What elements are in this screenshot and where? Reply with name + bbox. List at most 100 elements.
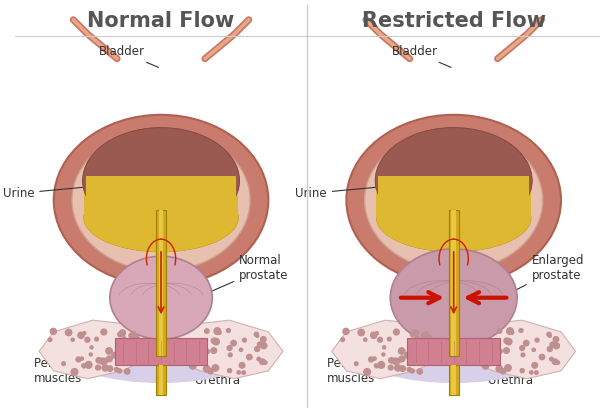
Ellipse shape	[376, 128, 532, 234]
Circle shape	[96, 358, 101, 363]
Circle shape	[200, 340, 205, 344]
Circle shape	[506, 328, 514, 335]
Bar	[449, 210, 458, 356]
Circle shape	[260, 337, 266, 342]
Circle shape	[133, 335, 139, 341]
Circle shape	[364, 338, 367, 341]
Text: Enlarged
prostate: Enlarged prostate	[513, 254, 584, 292]
Circle shape	[389, 358, 394, 363]
Circle shape	[191, 355, 196, 359]
Circle shape	[103, 358, 108, 363]
Circle shape	[78, 332, 84, 338]
Circle shape	[90, 346, 93, 349]
Circle shape	[532, 363, 538, 368]
Circle shape	[519, 329, 523, 332]
Text: Urine: Urine	[2, 186, 100, 200]
Circle shape	[89, 353, 92, 356]
Circle shape	[82, 364, 85, 367]
Circle shape	[102, 365, 109, 371]
Circle shape	[65, 329, 72, 336]
Ellipse shape	[376, 183, 531, 252]
Ellipse shape	[84, 183, 238, 252]
Circle shape	[556, 361, 560, 364]
Circle shape	[208, 368, 213, 374]
Ellipse shape	[376, 183, 531, 252]
Ellipse shape	[346, 115, 561, 285]
Circle shape	[395, 358, 400, 363]
Bar	[407, 338, 500, 365]
Circle shape	[211, 338, 217, 344]
Text: Bladder: Bladder	[99, 45, 158, 67]
Circle shape	[115, 368, 119, 372]
Circle shape	[186, 345, 192, 350]
Ellipse shape	[83, 128, 239, 234]
Polygon shape	[179, 320, 283, 379]
Circle shape	[100, 358, 106, 364]
Bar	[451, 210, 456, 356]
Bar	[379, 176, 529, 218]
Bar	[86, 176, 236, 218]
Circle shape	[371, 332, 377, 338]
Circle shape	[62, 362, 65, 366]
Circle shape	[211, 348, 217, 354]
Circle shape	[415, 358, 419, 363]
Circle shape	[227, 346, 232, 351]
Circle shape	[547, 332, 551, 337]
Text: Urethra: Urethra	[169, 357, 240, 387]
Circle shape	[341, 338, 344, 342]
Circle shape	[553, 359, 558, 365]
Circle shape	[355, 362, 358, 366]
Circle shape	[485, 355, 492, 362]
Circle shape	[71, 368, 78, 375]
Circle shape	[500, 368, 506, 374]
Bar	[84, 179, 238, 218]
Circle shape	[506, 338, 512, 345]
Text: Bladder: Bladder	[392, 45, 451, 67]
Circle shape	[400, 366, 406, 371]
Circle shape	[398, 348, 405, 354]
Circle shape	[548, 335, 551, 337]
Circle shape	[478, 343, 482, 347]
Bar	[156, 210, 166, 356]
Circle shape	[231, 340, 236, 346]
Polygon shape	[332, 320, 436, 379]
Circle shape	[95, 365, 100, 370]
Circle shape	[83, 332, 86, 335]
Circle shape	[505, 365, 511, 371]
Circle shape	[118, 332, 123, 337]
Bar	[451, 365, 456, 395]
Circle shape	[101, 329, 107, 335]
Circle shape	[497, 329, 502, 333]
Circle shape	[378, 361, 385, 368]
Circle shape	[242, 371, 245, 374]
Circle shape	[242, 338, 247, 342]
Circle shape	[555, 344, 559, 348]
Circle shape	[214, 328, 221, 335]
Ellipse shape	[390, 249, 517, 347]
Circle shape	[498, 349, 502, 354]
Circle shape	[343, 328, 349, 335]
Circle shape	[399, 356, 405, 362]
Circle shape	[257, 342, 263, 347]
Circle shape	[48, 338, 52, 342]
Ellipse shape	[376, 128, 532, 234]
Circle shape	[260, 359, 265, 365]
Circle shape	[388, 337, 391, 341]
Circle shape	[261, 343, 267, 349]
Bar	[115, 338, 208, 365]
Circle shape	[493, 340, 497, 344]
Text: Pelvic floor
muscles: Pelvic floor muscles	[34, 353, 100, 385]
Circle shape	[535, 371, 538, 374]
Circle shape	[395, 365, 401, 371]
Bar	[158, 365, 163, 395]
Circle shape	[392, 358, 398, 364]
Circle shape	[226, 329, 230, 332]
Circle shape	[550, 357, 553, 361]
Bar	[449, 365, 458, 395]
Circle shape	[106, 348, 112, 354]
Text: Urethra: Urethra	[461, 357, 533, 387]
Circle shape	[382, 353, 385, 356]
Circle shape	[371, 332, 376, 337]
Circle shape	[218, 331, 221, 335]
Circle shape	[553, 337, 559, 342]
